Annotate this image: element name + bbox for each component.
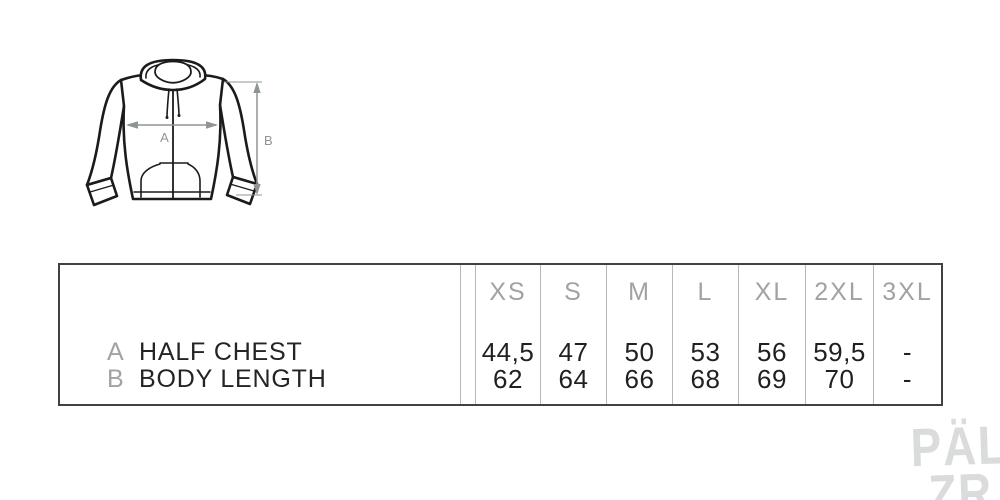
size-column-s: S 47 64: [540, 265, 606, 404]
row-label-body-length: B BODY LENGTH: [60, 366, 460, 393]
row-letter-a: A: [107, 338, 124, 366]
drawstring-left: [166, 88, 170, 117]
size-header: M: [628, 278, 651, 306]
half-chest-value: 44,5: [481, 337, 535, 367]
body-length-arrow: [224, 81, 262, 196]
row-label-text: HALF CHEST: [139, 338, 303, 366]
size-header: L: [697, 278, 714, 306]
hoodie-torso: [119, 73, 225, 201]
kangaroo-pocket: [140, 162, 201, 198]
drawstring-left-tip: [165, 116, 169, 119]
brand-watermark: PÄL ZR: [910, 415, 1000, 500]
half-chest-value: 47: [558, 337, 589, 367]
half-chest-value: -: [902, 337, 913, 367]
drawstring-right: [176, 88, 180, 115]
hoodie-right-sleeve: [218, 77, 259, 186]
body-length-value: 68: [690, 364, 721, 394]
size-column-3xl: 3XL - -: [873, 265, 941, 404]
size-header: 2XL: [814, 278, 865, 306]
size-column-l: L 53 68: [672, 265, 738, 404]
body-length-value: -: [902, 364, 913, 394]
body-length-value: 64: [558, 364, 589, 394]
size-header: 3XL: [882, 278, 933, 306]
size-header: XS: [489, 278, 527, 306]
left-cuff-line: [89, 184, 115, 193]
hoodie-left-cuff: [85, 176, 119, 207]
right-cuff-line: [229, 183, 255, 192]
row-label-half-chest: A HALF CHEST: [60, 339, 460, 366]
hoodie-right-cuff: [225, 175, 259, 206]
body-length-value: 62: [493, 364, 523, 394]
table-spacer: [461, 265, 475, 404]
hoodie-left-sleeve: [85, 78, 126, 187]
half-chest-value: 53: [690, 337, 721, 367]
size-header: S: [564, 278, 583, 306]
size-column-xs: XS 44,5 62: [475, 265, 540, 404]
drawstring-right-tip: [177, 114, 181, 117]
half-chest-value: 56: [757, 337, 787, 367]
half-chest-arrow: [126, 121, 218, 129]
row-letter-b: B: [107, 365, 124, 393]
half-chest-letter: A: [160, 130, 170, 145]
half-chest-value: 50: [624, 337, 655, 367]
hoodie-drawing-svg: A B: [85, 58, 274, 207]
half-chest-value: 59,5: [813, 337, 866, 367]
row-label-text: BODY LENGTH: [139, 365, 327, 393]
hood-opening: [154, 60, 192, 84]
body-length-letter: B: [264, 133, 274, 148]
size-table: A HALF CHEST B BODY LENGTH XS 44,5 62 S …: [58, 263, 943, 406]
size-column-2xl: 2XL 59,5 70: [805, 265, 873, 404]
measurement-labels-cell: A HALF CHEST B BODY LENGTH: [60, 265, 461, 404]
hoodie-illustration: A B: [84, 46, 284, 216]
body-length-value: 70: [824, 364, 855, 394]
body-length-value: 69: [757, 364, 787, 394]
size-column-xl: XL 56 69: [738, 265, 805, 404]
size-header: XL: [754, 278, 790, 306]
body-length-value: 66: [624, 364, 655, 394]
size-column-m: M 50 66: [606, 265, 672, 404]
